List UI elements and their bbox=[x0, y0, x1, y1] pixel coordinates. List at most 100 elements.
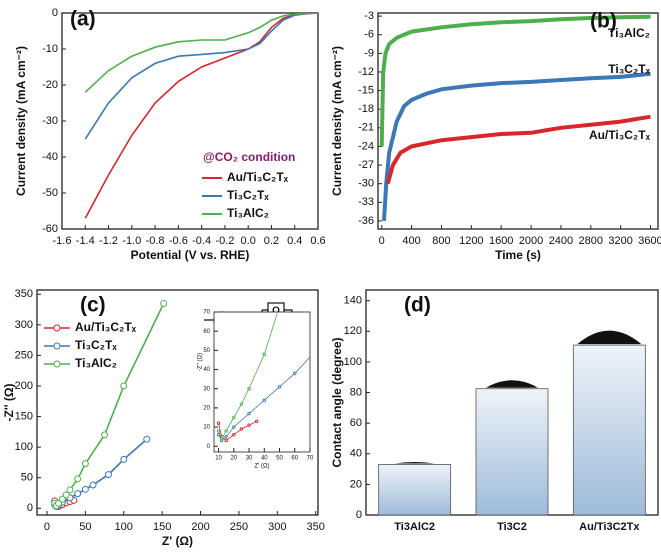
bar bbox=[378, 464, 452, 516]
x-tick-label: 50 bbox=[276, 456, 283, 462]
plot-frame bbox=[377, 12, 659, 230]
x-tick-label: -0.6 bbox=[169, 235, 188, 247]
panel-label: (b) bbox=[590, 10, 617, 33]
marker bbox=[232, 415, 236, 420]
droplet bbox=[577, 330, 642, 345]
marker bbox=[247, 411, 251, 416]
x-tick-label: 0.4 bbox=[287, 235, 302, 247]
x-tick-label: 50 bbox=[79, 521, 91, 533]
panel-label: (a) bbox=[70, 8, 96, 31]
x-axis-label: Potential (V vs. RHE) bbox=[131, 248, 250, 262]
x-tick-label: -0.4 bbox=[192, 235, 211, 247]
marker bbox=[120, 455, 128, 463]
marker bbox=[216, 429, 221, 433]
bar bbox=[475, 388, 549, 516]
y-tick-label: 50 bbox=[203, 348, 210, 354]
marker bbox=[74, 475, 82, 483]
y-tick-label: 40 bbox=[203, 367, 210, 373]
x-tick-label: 2400 bbox=[549, 235, 573, 247]
y-tick-label: -50 bbox=[42, 187, 58, 199]
y-tick-label: -36 bbox=[358, 215, 374, 227]
marker bbox=[104, 471, 112, 479]
x-tick-label: 150 bbox=[153, 521, 171, 533]
y-tick-label: 100 bbox=[344, 356, 362, 368]
marker bbox=[54, 499, 62, 507]
y-tick-label: -40 bbox=[42, 151, 58, 163]
plot-frame bbox=[36, 289, 319, 516]
x-tick-label: 350 bbox=[307, 521, 325, 533]
x-tick-label: 0.0 bbox=[241, 235, 256, 247]
x-tick-label: 0 bbox=[44, 521, 50, 533]
series-line bbox=[379, 14, 651, 147]
y-tick-label: 200 bbox=[15, 380, 33, 392]
x-tick-label: -0.2 bbox=[215, 235, 234, 247]
x-tick-label: 10 bbox=[215, 456, 222, 462]
marker bbox=[262, 352, 266, 356]
marker bbox=[239, 402, 244, 406]
y-tick-label: -6 bbox=[364, 29, 374, 41]
marker bbox=[232, 425, 236, 429]
panel-label: (c) bbox=[80, 294, 106, 317]
inset-x-label: Z' (Ω) bbox=[255, 464, 270, 470]
y-tick-label: -15 bbox=[358, 84, 374, 96]
marker bbox=[324, 340, 326, 342]
y-tick-label: -10 bbox=[42, 43, 58, 55]
y-tick-label: -60 bbox=[42, 223, 58, 235]
legend-label: Ti₃AlC₂ bbox=[75, 356, 117, 370]
series-label: Ti₃C₂Tₓ bbox=[608, 62, 650, 76]
y-tick-label: 10 bbox=[203, 425, 210, 431]
y-tick-label: 150 bbox=[15, 410, 33, 422]
marker bbox=[239, 427, 244, 431]
y-tick-label: 100 bbox=[15, 441, 33, 453]
legend-marker bbox=[53, 342, 61, 350]
marker bbox=[74, 490, 82, 498]
y-tick-label: 20 bbox=[350, 478, 362, 490]
x-tick-label: Au/Ti3C2Tx bbox=[579, 521, 640, 533]
x-tick-label: 100 bbox=[115, 521, 133, 533]
marker bbox=[224, 438, 228, 443]
plot-frame bbox=[213, 311, 311, 453]
legend-title: @CO₂ condition bbox=[203, 150, 295, 164]
series-line bbox=[84, 13, 318, 93]
x-tick-label: 800 bbox=[432, 235, 450, 247]
x-tick-label: 0 bbox=[379, 235, 385, 247]
y-tick-label: 40 bbox=[350, 448, 362, 460]
legend-label: Ti₃C₂Tₓ bbox=[75, 338, 117, 352]
plot-frame bbox=[61, 12, 319, 230]
marker bbox=[160, 299, 168, 307]
x-tick-label: -0.8 bbox=[146, 235, 165, 247]
y-tick-label: 0 bbox=[27, 502, 33, 514]
y-tick-label: 60 bbox=[203, 329, 210, 335]
y-tick-label: 30 bbox=[203, 386, 210, 392]
marker bbox=[143, 435, 151, 443]
legend-label: Ti₃AlC₂ bbox=[227, 206, 269, 220]
series-label: Ti₃AlC₂ bbox=[608, 26, 650, 40]
marker bbox=[120, 382, 128, 390]
x-tick-label: -1.0 bbox=[122, 235, 141, 247]
marker bbox=[81, 460, 89, 468]
series-line bbox=[382, 71, 651, 222]
marker bbox=[254, 419, 259, 424]
marker bbox=[355, 61, 357, 63]
x-axis-label: Time (s) bbox=[495, 248, 541, 262]
marker bbox=[277, 385, 282, 389]
y-tick-label: 250 bbox=[15, 349, 33, 361]
inset-y-label: -Z'' (Ω) bbox=[198, 353, 204, 371]
y-tick-label: -12 bbox=[358, 66, 374, 78]
y-tick-label: -20 bbox=[42, 79, 58, 91]
x-tick-label: 20 bbox=[230, 456, 237, 462]
inset-bg bbox=[214, 312, 310, 452]
y-tick-label: -30 bbox=[42, 115, 58, 127]
marker bbox=[247, 387, 251, 391]
x-tick-label: 70 bbox=[307, 456, 314, 462]
marker bbox=[62, 491, 70, 499]
marker bbox=[101, 431, 109, 439]
y-tick-label: -3 bbox=[364, 10, 374, 22]
y-tick-label: 140 bbox=[344, 295, 362, 307]
marker bbox=[232, 433, 236, 437]
series-group bbox=[84, 13, 318, 219]
marker bbox=[81, 485, 89, 493]
series-line bbox=[385, 114, 651, 185]
marker bbox=[58, 495, 66, 503]
y-tick-label: 350 bbox=[15, 288, 33, 300]
